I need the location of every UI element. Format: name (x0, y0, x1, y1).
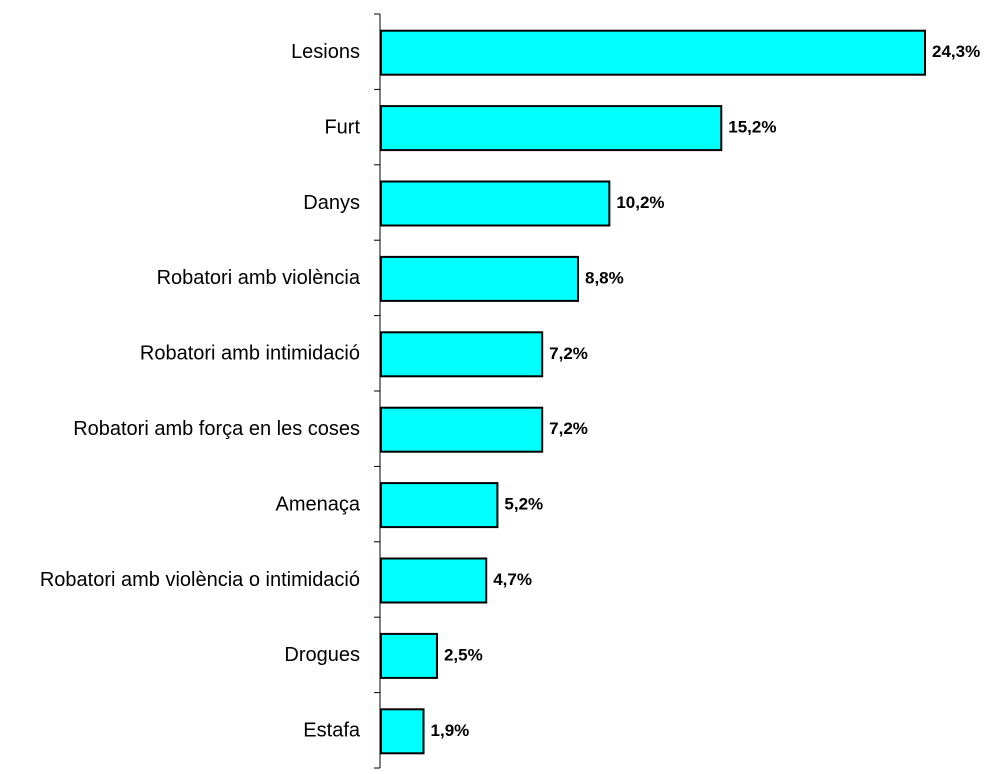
value-label: 24,3% (932, 42, 980, 61)
value-label: 7,2% (549, 419, 588, 438)
value-label: 15,2% (728, 118, 776, 137)
value-label: 8,8% (585, 268, 624, 287)
value-label: 1,9% (431, 721, 470, 740)
category-labels: Lesions Furt Danys Robatori amb violència Ro… (40, 41, 361, 742)
category-label: Furt (324, 116, 360, 138)
bar-1 (380, 29, 926, 76)
category-label: Lesions (291, 41, 360, 63)
bar-10 (380, 708, 425, 755)
bar-6 (380, 406, 544, 453)
category-label: Robatori amb força en les coses (73, 418, 360, 440)
value-label: 7,2% (549, 344, 588, 363)
category-label: Estafa (303, 720, 361, 742)
bar-3 (380, 180, 611, 227)
y-axis-ticks (374, 13, 380, 769)
bar-9 (380, 632, 438, 679)
bar-2 (380, 105, 723, 152)
category-label: Amenaça (276, 493, 361, 515)
category-label: Robatori amb violència (157, 267, 361, 289)
value-label: 5,2% (504, 495, 543, 514)
bars (380, 29, 926, 755)
bar-7 (380, 482, 499, 529)
category-label: Robatori amb intimidació (140, 343, 360, 365)
bar-5 (380, 331, 544, 378)
bar-8 (380, 557, 488, 604)
category-label: Drogues (284, 644, 360, 666)
bar-4 (380, 255, 580, 302)
value-label: 2,5% (444, 645, 483, 664)
category-label: Danys (303, 192, 360, 214)
value-label: 4,7% (493, 570, 532, 589)
value-labels: 24,3% 15,2% 10,2% 8,8% 7,2% 7,2% 5,2% 4,7% 2,5% 1… (431, 42, 981, 740)
category-label: Robatori amb violència o intimidació (40, 569, 360, 591)
value-label: 10,2% (616, 193, 664, 212)
